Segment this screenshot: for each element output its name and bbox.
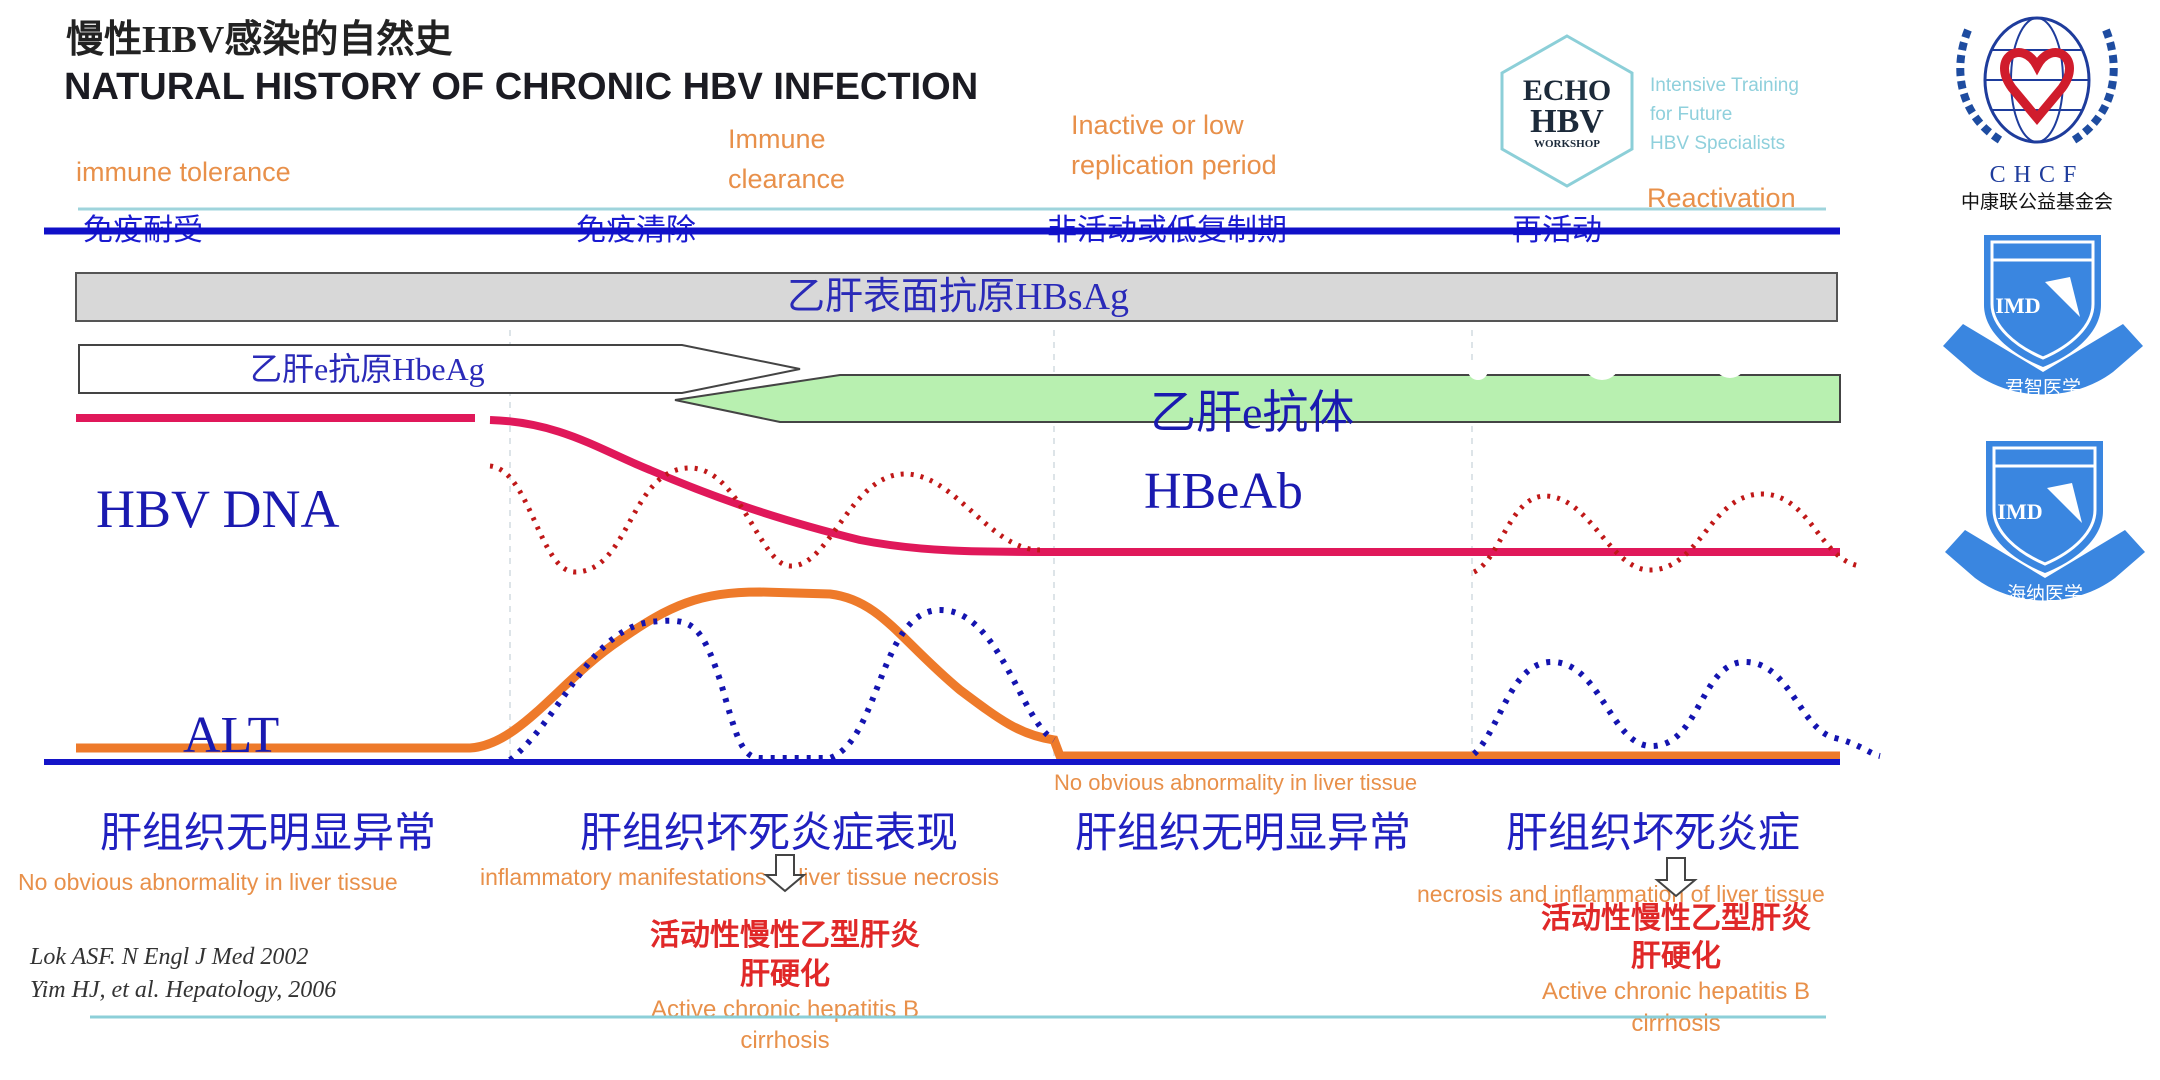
anti-hbe-wedge bbox=[674, 374, 1841, 423]
hbv-dna-curve bbox=[76, 414, 1840, 556]
histology-en-2: inflammatory manifestations of liver tis… bbox=[480, 864, 999, 890]
imd-haina-logo: IMD 海纳医学 bbox=[1945, 441, 2145, 605]
alt-curve bbox=[76, 587, 1840, 761]
svg-text:HBV Specialists: HBV Specialists bbox=[1650, 133, 1785, 154]
down-arrow-icon bbox=[763, 854, 807, 893]
svg-text:海纳医学: 海纳医学 bbox=[2007, 583, 2083, 605]
chcf-logo: CHCF 中康联公益基金会 bbox=[1956, 16, 2118, 213]
phase-en-inactive-1: Inactive or low bbox=[1071, 110, 1244, 140]
histology-cn-3: 肝组织无明显异常 bbox=[1075, 809, 1411, 856]
imd-junzhi-logo: IMD 君智医学 bbox=[1943, 235, 2143, 399]
hbeab-label: HBeAb bbox=[1144, 463, 1303, 520]
histology-cn-1: 肝组织无明显异常 bbox=[100, 809, 436, 856]
hbeag-label: 乙肝e抗原HbeAg bbox=[250, 351, 485, 387]
svg-text:中康联公益基金会: 中康联公益基金会 bbox=[1961, 191, 2113, 213]
svg-text:IMD: IMD bbox=[1997, 499, 2042, 524]
hbsag-label: 乙肝表面抗原HBsAg bbox=[787, 276, 1129, 318]
hbv-dna-fluctuation-2 bbox=[1472, 491, 1861, 575]
anti-hbe-cn-label: 乙肝e抗体 bbox=[1150, 387, 1354, 438]
svg-text:ECHO: ECHO bbox=[1523, 74, 1611, 107]
alt-label: ALT bbox=[183, 707, 279, 764]
svg-text:for Future: for Future bbox=[1650, 104, 1732, 125]
anti-hbe-overlay-marks bbox=[1468, 322, 1805, 380]
title-en: NATURAL HISTORY OF CHRONIC HBV INFECTION bbox=[64, 66, 978, 108]
outcome-1-cn2: 肝硬化 bbox=[740, 958, 830, 991]
outcome-2-cn1: 活动性慢性乙型肝炎 bbox=[1541, 902, 1811, 935]
histology-cn-2: 肝组织坏死炎症表现 bbox=[580, 809, 958, 856]
echo-hbv-logo: ECHO HBV WORKSHOP Intensive Training for… bbox=[1500, 34, 1799, 188]
svg-text:CHCF: CHCF bbox=[1990, 162, 2085, 188]
svg-text:Intensive Training: Intensive Training bbox=[1650, 75, 1799, 96]
histology-cn-4: 肝组织坏死炎症 bbox=[1506, 809, 1800, 856]
outcome-1-en2: cirrhosis bbox=[740, 1027, 829, 1054]
alt-fluctuation-2 bbox=[1471, 658, 1881, 759]
phase-en-immune-clearance-2: clearance bbox=[728, 164, 845, 194]
histology-en-1: No obvious abnormality in liver tissue bbox=[18, 869, 398, 895]
baseline-note: No obvious abnormality in liver tissue bbox=[1054, 770, 1417, 795]
alt-fluctuation-1 bbox=[508, 606, 1056, 763]
outcome-1-en1: Active chronic hepatitis B bbox=[651, 996, 919, 1023]
svg-text:IMD: IMD bbox=[1995, 293, 2040, 318]
outcome-2-en1: Active chronic hepatitis B bbox=[1542, 978, 1810, 1005]
down-arrow-icon bbox=[1654, 857, 1698, 898]
title-cn: 慢性HBV感染的自然史 bbox=[66, 19, 452, 61]
reference-1: Lok ASF. N Engl J Med 2002 bbox=[29, 944, 308, 970]
phase-en-immune-clearance-1: Immune bbox=[728, 124, 826, 154]
hbsag-bar bbox=[75, 272, 1838, 322]
hbv-dna-fluctuation-1 bbox=[489, 463, 1041, 575]
reference-2: Yim HJ, et al. Hepatology, 2006 bbox=[30, 977, 336, 1003]
hbeag-arrow bbox=[78, 344, 801, 394]
phase-en-immune-tolerance: immune tolerance bbox=[76, 157, 291, 187]
outcome-1-cn1: 活动性慢性乙型肝炎 bbox=[650, 919, 920, 952]
svg-text:君智医学: 君智医学 bbox=[2005, 377, 2081, 399]
outcome-2-cn2: 肝硬化 bbox=[1631, 940, 1721, 973]
svg-text:WORKSHOP: WORKSHOP bbox=[1534, 138, 1600, 150]
outcome-2-en2: cirrhosis bbox=[1631, 1010, 1720, 1037]
hbv-dna-label: HBV DNA bbox=[96, 479, 340, 539]
phase-en-inactive-2: replication period bbox=[1071, 150, 1277, 180]
histology-en-4: necrosis and inflammation of liver tissu… bbox=[1417, 881, 1825, 907]
svg-text:HBV: HBV bbox=[1530, 103, 1604, 140]
